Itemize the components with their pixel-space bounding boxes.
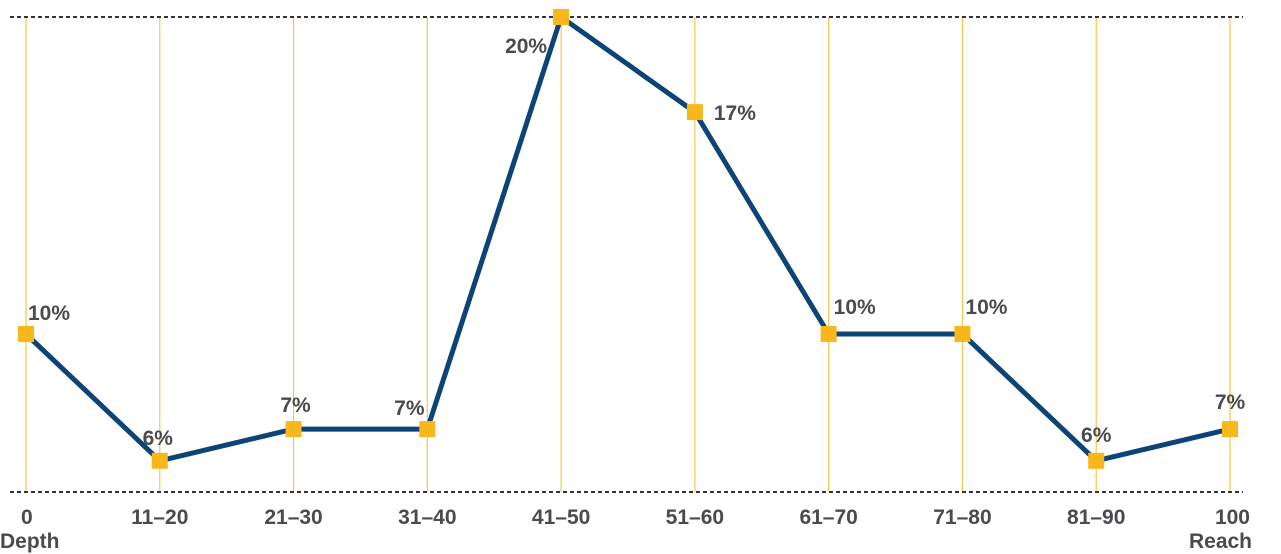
- data-point-marker: [686, 104, 703, 121]
- data-point-marker: [954, 326, 971, 342]
- x-tick-label: 31–40: [398, 506, 456, 529]
- data-point-markers: [18, 9, 1238, 469]
- x-tick-label: 21–30: [264, 506, 322, 529]
- data-label: 10%: [28, 302, 70, 325]
- data-labels: 10% 6% 7% 7% 20% 17% 10% 10% 6% 7%: [28, 35, 1245, 450]
- data-label: 7%: [280, 394, 311, 417]
- data-point-marker: [553, 9, 570, 25]
- x-axis-start-label: Depth: [0, 530, 60, 553]
- series-line: [24, 14, 1231, 464]
- x-tick-label: 61–70: [799, 506, 857, 529]
- data-label: 6%: [1081, 424, 1112, 447]
- data-point-marker: [1088, 452, 1105, 469]
- data-point-marker: [151, 452, 168, 469]
- data-point-marker: [419, 421, 436, 438]
- x-axis-tick-labels: 0 11–20 21–30 31–40 41–50 51–60 61–70 71–80 81–9…: [21, 506, 1250, 529]
- data-label: 17%: [714, 102, 756, 125]
- data-point-marker: [285, 421, 302, 438]
- x-tick-label: 100: [1215, 506, 1250, 529]
- data-label: 20%: [505, 35, 547, 58]
- data-point-marker: [18, 326, 34, 342]
- data-point-marker: [1222, 421, 1238, 438]
- x-tick-label: 71–80: [933, 506, 991, 529]
- data-label: 7%: [394, 397, 425, 420]
- x-tick-label: 81–90: [1067, 506, 1125, 529]
- x-tick-label: 0: [21, 506, 33, 529]
- data-label: 7%: [1215, 391, 1246, 414]
- x-tick-label: 51–60: [666, 506, 724, 529]
- x-axis-end-label: Reach: [1189, 530, 1252, 553]
- data-label: 6%: [143, 427, 174, 450]
- data-point-marker: [820, 326, 837, 342]
- vertical-gridlines: [25, 17, 1231, 492]
- data-label: 10%: [834, 296, 876, 319]
- x-tick-label: 11–20: [131, 506, 188, 529]
- data-label: 10%: [965, 296, 1007, 319]
- x-tick-label: 41–50: [532, 506, 590, 529]
